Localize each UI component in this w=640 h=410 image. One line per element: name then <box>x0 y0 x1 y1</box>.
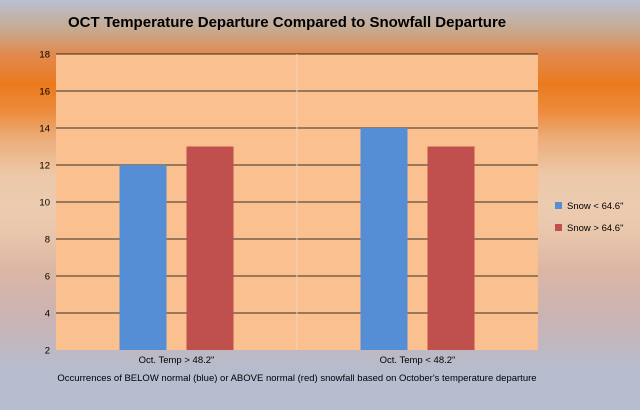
legend-label-1: Snow < 64.6" <box>567 201 623 212</box>
y-tick-label-14: 14 <box>39 124 50 135</box>
legend: Snow < 64.6" Snow > 64.6" <box>555 201 623 234</box>
legend-swatch-1 <box>555 202 562 209</box>
bar-snow-below-cat2 <box>360 128 408 350</box>
y-tick-label-2: 2 <box>45 346 50 357</box>
legend-label-2: Snow > 64.6" <box>567 223 623 234</box>
bars <box>119 128 475 350</box>
bar-snow-above-cat2 <box>427 146 475 350</box>
x-category-label-2: Oct. Temp < 48.2" <box>380 355 456 366</box>
bar-snow-above-cat1 <box>186 146 234 350</box>
y-tick-label-6: 6 <box>45 272 50 283</box>
y-axis-ticks: 2 4 6 8 10 12 14 16 18 <box>39 50 50 357</box>
chart-title: OCT Temperature Departure Compared to Sn… <box>68 14 506 31</box>
y-tick-label-12: 12 <box>39 161 50 172</box>
y-tick-label-8: 8 <box>45 235 50 246</box>
x-axis-categories: Oct. Temp > 48.2" Oct. Temp < 48.2" <box>139 355 456 366</box>
y-tick-label-4: 4 <box>45 309 50 320</box>
y-tick-label-10: 10 <box>39 198 50 209</box>
legend-swatch-2 <box>555 224 562 231</box>
y-tick-label-16: 16 <box>39 87 50 98</box>
bar-snow-below-cat1 <box>119 165 167 350</box>
y-tick-label-18: 18 <box>39 50 50 61</box>
x-axis-label: Occurrences of BELOW normal (blue) or AB… <box>57 373 536 384</box>
x-category-label-1: Oct. Temp > 48.2" <box>139 355 215 366</box>
